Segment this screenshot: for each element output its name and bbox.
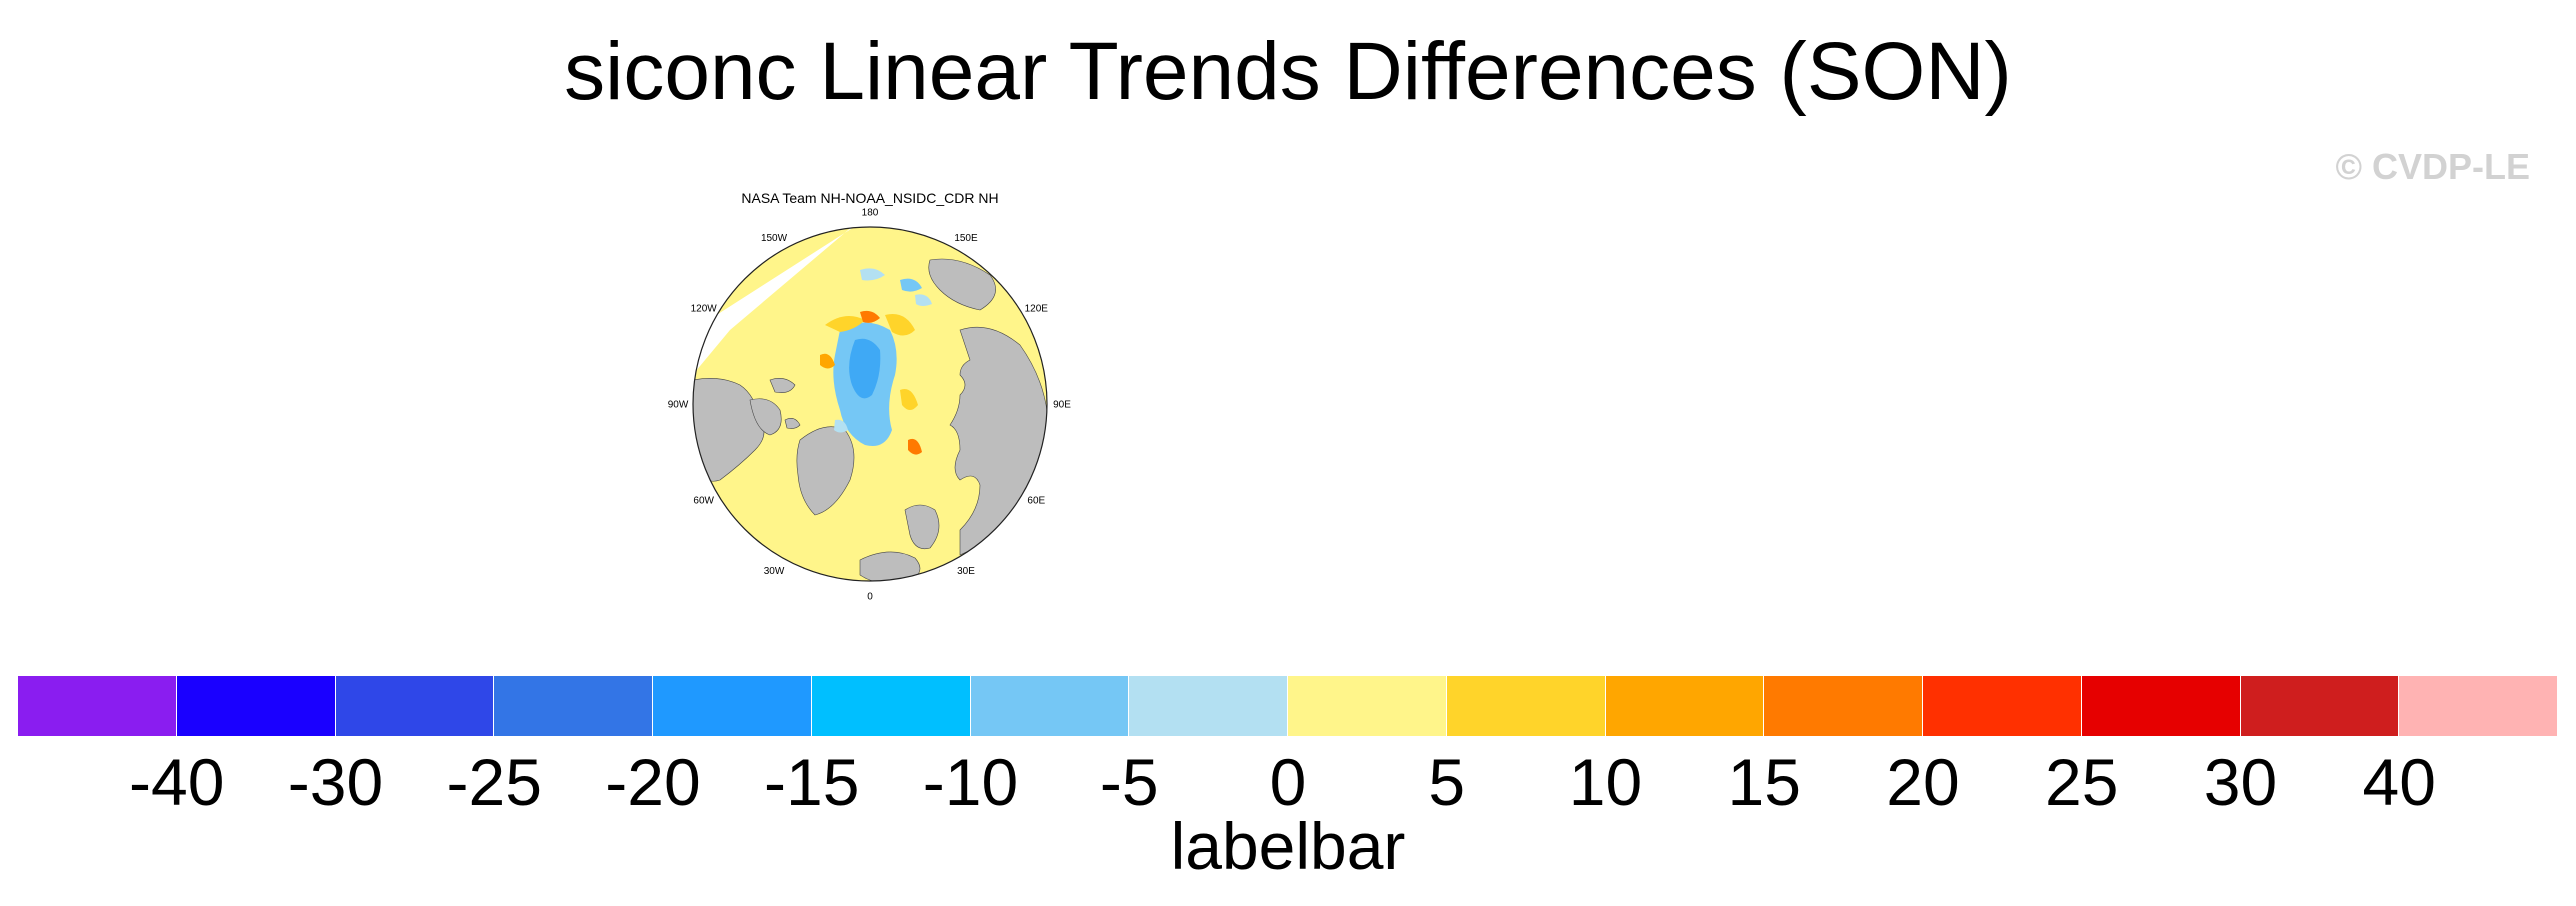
labelbar-tick-label: -10 [922, 745, 1019, 819]
watermark-copyright: © CVDP-LE [2335, 146, 2530, 187]
land-mass [769, 378, 796, 393]
map-panel-title: NASA Team NH-NOAA_NSIDC_CDR NH [741, 190, 999, 206]
longitude-label: 90W [668, 400, 689, 411]
labelbar-tick-label: -40 [129, 745, 225, 819]
labelbar-tick-label: -20 [605, 745, 701, 819]
longitude-label: 60E [1027, 496, 1045, 507]
labelbar-tick-label: 0 [1269, 745, 1307, 819]
labelbar-color-box [2399, 676, 2558, 736]
labelbar-tick-label: 15 [1727, 745, 1801, 819]
longitude-label: 90E [1053, 400, 1071, 411]
longitude-label: 0 [867, 592, 873, 601]
labelbar-tick-label: -25 [446, 745, 542, 819]
longitude-label: 30W [764, 566, 785, 577]
labelbar-color-box [176, 676, 336, 736]
land-mass [749, 398, 782, 436]
labelbar-tick-label: 40 [2362, 745, 2436, 819]
labelbar-color-box [653, 676, 812, 736]
labelbar-tick-label: 25 [2045, 745, 2119, 819]
labelbar-tick-label: -30 [287, 745, 384, 819]
trend-anomaly-patches [820, 268, 932, 455]
map-content [693, 227, 1047, 581]
figure-title: siconc Linear Trends Differences (SON) [564, 26, 2012, 117]
labelbar-color-box [811, 676, 971, 736]
longitude-label: 120E [1025, 304, 1049, 315]
land-mass [784, 418, 801, 429]
labelbar-color-box [970, 676, 1130, 736]
polar-map-panel: 180 150E 120E 90E 60E 30E 0 30W 60W 90W 120W 150W [660, 180, 1080, 603]
labelbar-tick-label: 10 [1568, 745, 1643, 819]
land-mass [904, 504, 940, 549]
labelbar-color-box [1764, 676, 1923, 736]
labelbar-color-box [494, 676, 653, 736]
labelbar-color-box [1605, 676, 1765, 736]
land-mass [928, 258, 996, 311]
polar-map-svg: 180 150E 120E 90E 60E 30E 0 30W 60W 90W 120W 150W [668, 208, 1072, 603]
labelbar-title: labelbar [1170, 809, 1406, 883]
labelbar-color-box [2081, 676, 2241, 736]
labelbar-color-box [18, 676, 177, 736]
longitude-label: 180 [862, 208, 879, 219]
labelbar-color-box [2240, 676, 2400, 736]
labelbar-color-box [1288, 676, 1447, 736]
longitude-label: 30E [957, 566, 975, 577]
labelbar-tick-label: 5 [1428, 745, 1466, 819]
longitude-labels: 180 150E 120E 90E 60E 30E 0 30W 60W 90W 120W 150W [668, 208, 1072, 603]
longitude-label: 60W [693, 496, 714, 507]
labelbar-color-box [1923, 676, 2082, 736]
labelbar-color-box [1129, 676, 1288, 736]
labelbar-tick-label: 30 [2203, 745, 2278, 819]
map-boundary-circle [692, 226, 1048, 582]
labelbar-tick-label: -5 [1099, 745, 1159, 819]
longitude-label: 120W [691, 304, 718, 315]
labelbar-tick-label: -15 [764, 745, 860, 819]
labelbar-tick-label: 20 [1886, 745, 1960, 819]
labelbar-color-box [1446, 676, 1606, 736]
color-labelbar [18, 676, 2558, 736]
longitude-label: 150E [954, 233, 978, 244]
longitude-label: 150W [761, 233, 788, 244]
labelbar-color-box [335, 676, 495, 736]
